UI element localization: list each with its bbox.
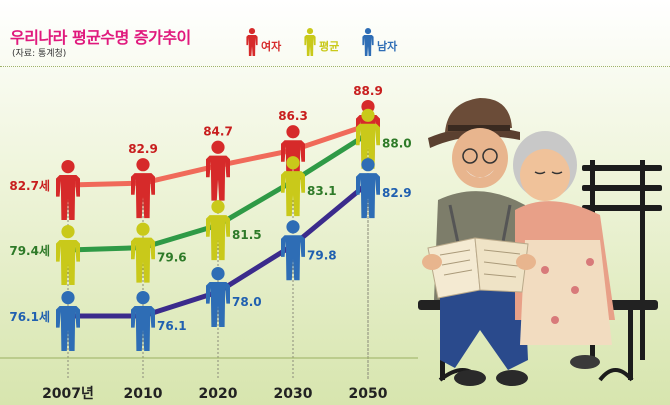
source-note: (자료: 통계청) — [12, 49, 67, 59]
value-labels: 82.7세 82.9 84.7 86.3 88.9 79.4세 79.6 81.5 83.1 88… — [9, 84, 411, 333]
person-marker — [56, 291, 80, 351]
person-marker — [131, 158, 155, 219]
data-label: 84.7 — [203, 125, 233, 139]
data-label: 88.0 — [382, 137, 412, 151]
person-icon-red — [246, 28, 258, 56]
person-marker — [206, 140, 230, 201]
data-label: 76.1 — [157, 319, 187, 333]
data-label: 76.1세 — [9, 309, 50, 324]
data-label: 79.8 — [307, 248, 337, 262]
data-label: 82.9 — [382, 186, 412, 200]
person-marker — [356, 108, 380, 169]
data-label: 82.9 — [128, 142, 158, 156]
legend: 여자 평균 남자 — [246, 28, 398, 56]
data-label: 81.5 — [232, 228, 262, 242]
grandmother-figure — [513, 131, 615, 369]
x-tick-label: 2007년 — [42, 386, 94, 402]
person-marker — [131, 291, 155, 351]
data-label: 79.6 — [157, 251, 187, 265]
header-divider — [0, 66, 670, 67]
person-marker — [131, 222, 155, 283]
newspaper — [422, 237, 536, 299]
person-marker — [56, 160, 80, 220]
data-label: 79.4세 — [9, 243, 50, 258]
x-tick-label: 2050 — [349, 386, 388, 402]
person-marker — [281, 220, 305, 281]
page-title: 우리나라 평균수명 증가추이 — [10, 28, 191, 47]
x-axis: 2007년 2010 2020 2030 2050 — [0, 357, 418, 402]
data-label: 78.0 — [232, 295, 262, 309]
person-marker — [356, 158, 380, 219]
legend-label: 여자 — [261, 39, 282, 53]
person-marker — [56, 225, 80, 285]
x-tick-label: 2030 — [274, 386, 313, 402]
legend-label: 평균 — [319, 39, 339, 53]
data-label: 83.1 — [307, 184, 337, 198]
legend-label: 남자 — [377, 39, 398, 53]
x-tick-label: 2010 — [124, 386, 163, 402]
data-label: 88.9 — [353, 84, 383, 98]
person-marker — [206, 200, 230, 261]
person-marker — [206, 266, 230, 327]
person-icon-yellow — [304, 28, 316, 56]
person-icon-blue — [362, 28, 374, 56]
person-markers — [56, 100, 380, 351]
person-marker — [281, 156, 305, 217]
elderly-couple-figurine-photo — [418, 98, 662, 386]
data-label: 86.3 — [278, 109, 308, 123]
x-tick-label: 2020 — [199, 386, 238, 402]
data-label: 82.7세 — [9, 178, 50, 193]
